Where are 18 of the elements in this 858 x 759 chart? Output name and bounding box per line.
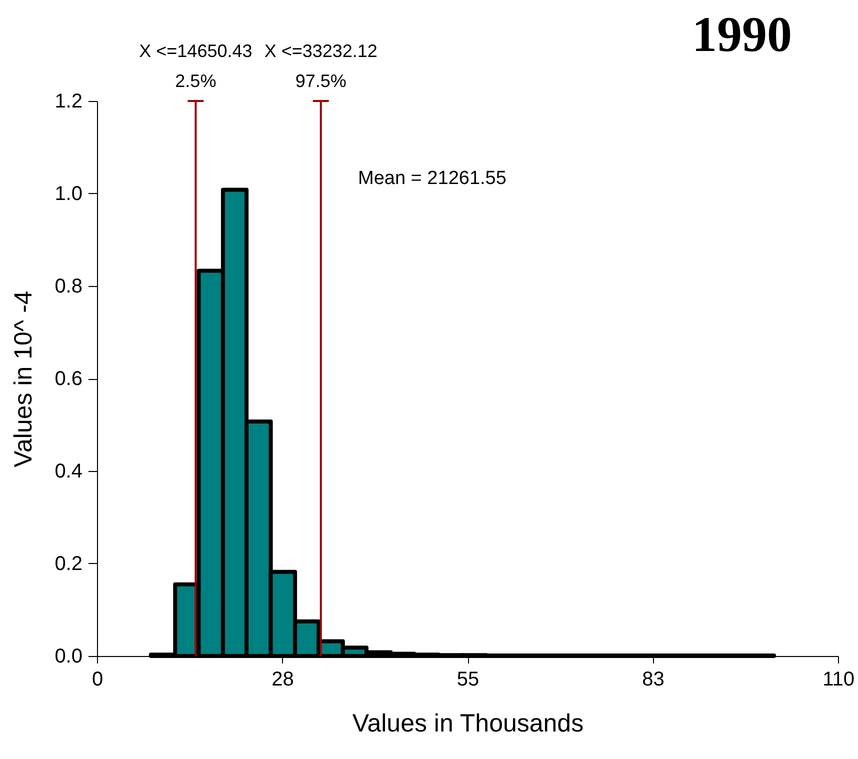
x-tick-label: 0 (92, 668, 104, 690)
x-tick-label: 28 (272, 668, 294, 690)
y-tick-label: 0.8 (54, 276, 82, 298)
y-tick-label: 0.4 (54, 460, 82, 482)
ref-line-label: X <=33232.12 97.5% (264, 41, 378, 91)
y-axis-title: Values in 10^ -4 (10, 290, 38, 468)
x-tick-label: 110 (822, 668, 854, 690)
y-tick-label: 1.2 (54, 90, 82, 112)
x-tick-label: 83 (642, 668, 664, 690)
y-tick-label: 0.2 (54, 553, 82, 575)
x-tick-label: 55 (456, 668, 480, 690)
chart-title: 1990 (692, 6, 792, 62)
annotation: Mean = 21261.55 (358, 168, 506, 189)
ref-line-label: X <=14650.43 2.5% (139, 41, 252, 91)
y-tick-label: 0.6 (54, 368, 82, 390)
y-tick-label: 0.0 (54, 646, 82, 668)
x-axis-title: Values in Thousands (352, 710, 584, 738)
y-tick-label: 1.0 (54, 183, 82, 205)
